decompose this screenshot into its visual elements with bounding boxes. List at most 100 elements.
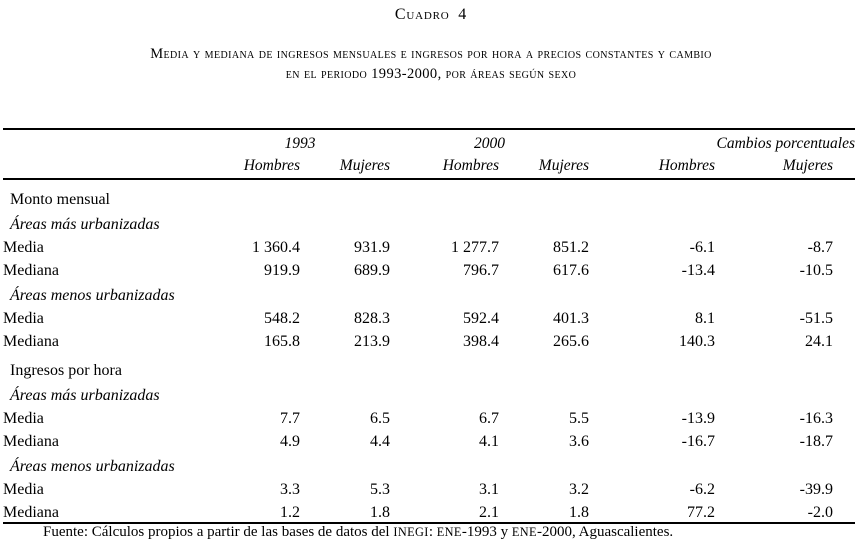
table-row: Mediana 919.9 689.9 796.7 617.6 -13.4 -1… — [3, 257, 855, 280]
header-1993-mujeres: Mujeres — [300, 153, 390, 180]
table-row: Mediana 165.8 213.9 398.4 265.6 140.3 24… — [3, 328, 855, 351]
cell-cambio-hombres: -6.2 — [689, 481, 715, 498]
cell-2000-hombres: 592.4 — [463, 310, 499, 327]
table-header: 1993 2000 Cambios porcentuales Hombres M… — [3, 129, 856, 180]
section-label: Monto mensual — [10, 191, 110, 208]
subsection-areas-menos-urbanizadas: Áreas menos urbanizadas — [3, 280, 855, 305]
cell-cambio-mujeres: -18.7 — [799, 433, 833, 450]
cell-cambio-hombres: -6.1 — [689, 239, 715, 256]
table-row: Mediana 4.9 4.4 4.1 3.6 -16.7 -18.7 — [3, 428, 855, 451]
header-spacer — [3, 129, 210, 153]
section-monto-mensual: Monto mensual — [3, 179, 855, 209]
row-label: Mediana — [3, 333, 59, 350]
table-row: Media 548.2 828.3 592.4 401.3 8.1 -51.5 — [3, 305, 855, 328]
subsection-areas-mas-urbanizadas: Áreas más urbanizadas — [3, 209, 855, 234]
subsection-areas-mas-urbanizadas: Áreas más urbanizadas — [3, 380, 855, 405]
cell-2000-mujeres: 1.8 — [569, 504, 589, 521]
source-note-text: -2000, Aguascalientes. — [536, 524, 674, 540]
cell-2000-mujeres: 3.2 — [569, 481, 589, 498]
cell-2000-mujeres: 401.3 — [553, 310, 589, 327]
cell-cambio-hombres: 8.1 — [695, 310, 715, 327]
cell-1993-mujeres: 5.3 — [370, 481, 390, 498]
cell-1993-hombres: 165.8 — [264, 333, 300, 350]
row-label: Media — [3, 239, 44, 256]
cell-1993-mujeres: 931.9 — [354, 239, 390, 256]
cell-2000-mujeres: 265.6 — [553, 333, 589, 350]
table-title-line2: en el periodo 1993-2000, por áreas según… — [285, 66, 577, 82]
table-row: Media 1 360.4 931.9 1 277.7 851.2 -6.1 -… — [3, 234, 855, 257]
cell-2000-hombres: 1 277.7 — [451, 239, 499, 256]
section-ingresos-por-hora: Ingresos por hora — [3, 351, 855, 380]
subsection-label: Áreas menos urbanizadas — [10, 287, 175, 304]
cell-cambio-hombres: -13.4 — [681, 262, 715, 279]
cell-2000-mujeres: 851.2 — [553, 239, 589, 256]
cell-cambio-mujeres: 24.1 — [805, 333, 833, 350]
row-label: Media — [3, 310, 44, 327]
cell-cambio-mujeres: -2.0 — [807, 504, 833, 521]
header-2000-mujeres: Mujeres — [499, 153, 589, 180]
cell-1993-hombres: 919.9 — [264, 262, 300, 279]
income-table: 1993 2000 Cambios porcentuales Hombres M… — [3, 128, 855, 524]
header-sub-row: Hombres Mujeres Hombres Mujeres Hombres … — [3, 153, 855, 180]
cell-2000-hombres: 3.1 — [479, 481, 499, 498]
cell-1993-hombres: 1 360.4 — [252, 239, 300, 256]
table-title-line1: Media y mediana de ingresos mensuales e … — [150, 46, 712, 62]
cell-2000-mujeres: 3.6 — [569, 433, 589, 450]
header-2000-hombres: Hombres — [390, 153, 499, 180]
inegi-acronym: INEGI — [393, 525, 429, 539]
cell-cambio-hombres: -16.7 — [681, 433, 715, 450]
table-number-heading: Cuadro 4 — [394, 6, 468, 23]
header-group-row: 1993 2000 Cambios porcentuales — [3, 129, 856, 153]
subsection-areas-menos-urbanizadas: Áreas menos urbanizadas — [3, 451, 855, 476]
cell-2000-mujeres: 5.5 — [569, 410, 589, 427]
table-row: Media 3.3 5.3 3.1 3.2 -6.2 -39.9 — [3, 476, 855, 499]
cell-1993-mujeres: 6.5 — [370, 410, 390, 427]
cell-1993-hombres: 1.2 — [280, 504, 300, 521]
row-label: Media — [3, 481, 44, 498]
header-group-1993: 1993 — [284, 135, 316, 152]
cell-2000-hombres: 6.7 — [479, 410, 499, 427]
subsection-label: Áreas más urbanizadas — [10, 387, 160, 404]
cell-cambio-mujeres: -51.5 — [799, 310, 833, 327]
header-cambios-mujeres: Mujeres — [715, 153, 855, 180]
cell-1993-hombres: 3.3 — [280, 481, 300, 498]
source-note-text: : — [428, 524, 437, 540]
source-note-text: Fuente: Cálculos propios a partir de las… — [43, 524, 394, 540]
cell-2000-hombres: 2.1 — [479, 504, 499, 521]
header-cambios-hombres: Hombres — [589, 153, 715, 180]
cell-2000-hombres: 4.1 — [479, 433, 499, 450]
table-row: Mediana 1.2 1.8 2.1 1.8 77.2 -2.0 — [3, 499, 855, 523]
cell-1993-mujeres: 828.3 — [354, 310, 390, 327]
header-spacer — [3, 153, 210, 180]
ene-acronym: ENE — [511, 525, 537, 539]
cell-1993-mujeres: 1.8 — [370, 504, 390, 521]
table-row: Media 7.7 6.5 6.7 5.5 -13.9 -16.3 — [3, 405, 855, 428]
cell-cambio-mujeres: -39.9 — [799, 481, 833, 498]
cell-1993-mujeres: 4.4 — [370, 433, 390, 450]
cell-cambio-mujeres: -10.5 — [799, 262, 833, 279]
cell-1993-hombres: 4.9 — [280, 433, 300, 450]
cell-1993-mujeres: 213.9 — [354, 333, 390, 350]
header-group-2000: 2000 — [474, 135, 505, 152]
row-label: Media — [3, 410, 44, 427]
ene-acronym: ENE — [436, 525, 462, 539]
source-note-text: -1993 y — [461, 524, 512, 540]
section-label: Ingresos por hora — [10, 362, 122, 379]
cell-cambio-mujeres: -8.7 — [807, 239, 833, 256]
header-1993-hombres: Hombres — [210, 153, 300, 180]
row-label: Mediana — [3, 433, 59, 450]
cell-2000-hombres: 398.4 — [463, 333, 499, 350]
header-group-cambios: Cambios porcentuales — [716, 135, 856, 152]
cell-1993-hombres: 548.2 — [264, 310, 300, 327]
row-label: Mediana — [3, 504, 59, 521]
row-label: Mediana — [3, 262, 59, 279]
cell-1993-hombres: 7.7 — [280, 410, 300, 427]
cell-cambio-hombres: 140.3 — [679, 333, 715, 350]
subsection-label: Áreas más urbanizadas — [10, 216, 160, 233]
cell-cambio-hombres: -13.9 — [681, 410, 715, 427]
table-body: Monto mensual Áreas más urbanizadas Medi… — [3, 179, 855, 523]
cell-1993-mujeres: 689.9 — [354, 262, 390, 279]
table-title: Media y mediana de ingresos mensuales e … — [0, 44, 862, 84]
source-note: Fuente: Cálculos propios a partir de las… — [3, 524, 855, 541]
